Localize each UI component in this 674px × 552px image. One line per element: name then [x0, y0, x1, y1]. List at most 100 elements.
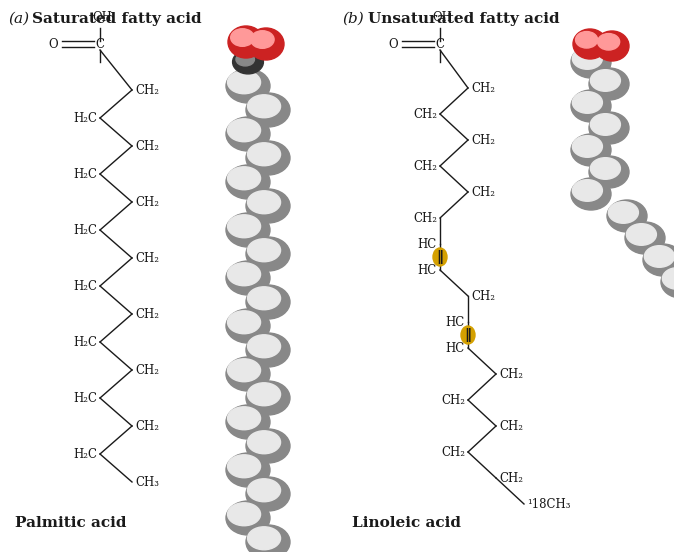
- Text: CH₂: CH₂: [413, 160, 437, 172]
- Text: Unsaturated fatty acid: Unsaturated fatty acid: [368, 12, 559, 26]
- Text: HC: HC: [418, 237, 437, 251]
- Ellipse shape: [571, 90, 611, 122]
- Text: CH₂: CH₂: [499, 420, 523, 433]
- Text: C: C: [96, 38, 104, 50]
- Ellipse shape: [226, 261, 270, 295]
- Ellipse shape: [246, 237, 290, 271]
- Ellipse shape: [571, 46, 611, 78]
- Ellipse shape: [228, 26, 264, 58]
- Ellipse shape: [236, 53, 255, 66]
- Text: CH₂: CH₂: [441, 445, 465, 459]
- Ellipse shape: [228, 455, 261, 477]
- Ellipse shape: [433, 248, 447, 266]
- Ellipse shape: [643, 244, 674, 276]
- Ellipse shape: [247, 143, 280, 166]
- Ellipse shape: [247, 431, 280, 454]
- Ellipse shape: [228, 407, 261, 430]
- Ellipse shape: [573, 29, 607, 59]
- Text: C: C: [435, 38, 444, 50]
- Ellipse shape: [226, 117, 270, 151]
- Text: H₂C: H₂C: [73, 279, 97, 293]
- Ellipse shape: [572, 92, 603, 113]
- Text: H₂C: H₂C: [73, 336, 97, 348]
- Ellipse shape: [246, 93, 290, 127]
- Text: CH₂: CH₂: [413, 108, 437, 120]
- Ellipse shape: [663, 268, 674, 289]
- Ellipse shape: [589, 68, 629, 100]
- Ellipse shape: [228, 503, 261, 526]
- Text: H₂C: H₂C: [73, 224, 97, 236]
- Ellipse shape: [626, 224, 656, 245]
- Ellipse shape: [246, 333, 290, 367]
- Text: CH₂: CH₂: [471, 82, 495, 94]
- Text: Linoleic acid: Linoleic acid: [352, 516, 461, 530]
- Ellipse shape: [598, 34, 619, 50]
- Text: OH: OH: [92, 11, 112, 24]
- Ellipse shape: [246, 477, 290, 511]
- Ellipse shape: [228, 167, 261, 190]
- Ellipse shape: [228, 119, 261, 142]
- Ellipse shape: [571, 134, 611, 166]
- Text: CH₂: CH₂: [135, 307, 159, 321]
- Text: H₂C: H₂C: [73, 112, 97, 125]
- Ellipse shape: [625, 222, 665, 254]
- Ellipse shape: [228, 215, 261, 238]
- Ellipse shape: [609, 201, 638, 223]
- Ellipse shape: [246, 381, 290, 415]
- Ellipse shape: [226, 453, 270, 487]
- Text: Palmitic acid: Palmitic acid: [15, 516, 127, 530]
- Ellipse shape: [228, 311, 261, 334]
- Text: OH: OH: [432, 11, 452, 24]
- Text: CH₂: CH₂: [441, 394, 465, 406]
- Ellipse shape: [595, 31, 629, 61]
- Text: (b): (b): [342, 12, 364, 26]
- Text: CH₂: CH₂: [499, 368, 523, 380]
- Ellipse shape: [226, 309, 270, 343]
- Text: ‖: ‖: [464, 328, 471, 342]
- Ellipse shape: [247, 191, 280, 214]
- Ellipse shape: [576, 31, 598, 48]
- Text: O: O: [49, 38, 58, 50]
- Text: CH₂: CH₂: [471, 289, 495, 302]
- Ellipse shape: [247, 287, 280, 310]
- Ellipse shape: [572, 180, 603, 201]
- Ellipse shape: [590, 158, 620, 179]
- Ellipse shape: [461, 326, 475, 344]
- Ellipse shape: [226, 69, 270, 103]
- Text: CH₂: CH₂: [471, 134, 495, 146]
- Text: CH₂: CH₂: [499, 471, 523, 485]
- Text: O: O: [388, 38, 398, 50]
- Ellipse shape: [247, 527, 280, 550]
- Ellipse shape: [247, 479, 280, 502]
- Ellipse shape: [226, 501, 270, 535]
- Text: CH₂: CH₂: [413, 211, 437, 225]
- Ellipse shape: [572, 136, 603, 157]
- Ellipse shape: [226, 165, 270, 199]
- Ellipse shape: [246, 189, 290, 223]
- Text: CH₂: CH₂: [135, 364, 159, 376]
- Text: HC: HC: [446, 342, 465, 354]
- Text: H₂C: H₂C: [73, 391, 97, 405]
- Ellipse shape: [572, 47, 603, 70]
- Ellipse shape: [248, 28, 284, 60]
- Text: H₂C: H₂C: [73, 448, 97, 460]
- Ellipse shape: [590, 70, 620, 91]
- Ellipse shape: [246, 285, 290, 319]
- Ellipse shape: [607, 200, 647, 232]
- Text: ‖: ‖: [437, 250, 443, 264]
- Text: CH₂: CH₂: [135, 83, 159, 97]
- Text: CH₂: CH₂: [135, 140, 159, 152]
- Text: H₂C: H₂C: [73, 167, 97, 181]
- Ellipse shape: [661, 266, 674, 298]
- Ellipse shape: [247, 239, 280, 262]
- Ellipse shape: [228, 263, 261, 286]
- Ellipse shape: [226, 213, 270, 247]
- Ellipse shape: [246, 525, 290, 552]
- Ellipse shape: [228, 71, 261, 94]
- Ellipse shape: [251, 31, 274, 49]
- Text: HC: HC: [418, 263, 437, 277]
- Text: Saturated fatty acid: Saturated fatty acid: [32, 12, 202, 26]
- Ellipse shape: [589, 156, 629, 188]
- Ellipse shape: [590, 114, 620, 135]
- Ellipse shape: [571, 178, 611, 210]
